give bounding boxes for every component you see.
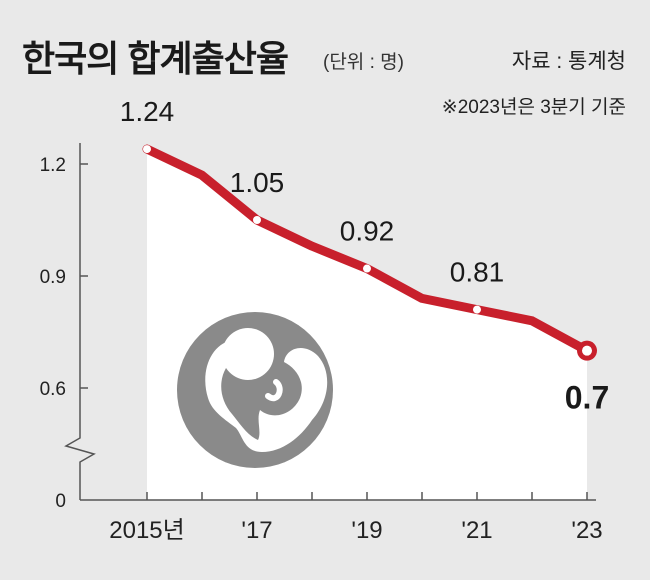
- chart-title: 한국의 합계출산율: [22, 38, 289, 79]
- data-label: 1.05: [230, 167, 285, 198]
- data-point-marker: [473, 305, 481, 314]
- y-tick-label: 0.9: [40, 267, 66, 288]
- source-label: 자료 : 통계청: [511, 50, 626, 73]
- data-point-marker-inner: [582, 345, 592, 356]
- data-label: 0.81: [450, 257, 505, 288]
- y-tick-label: 0: [55, 491, 66, 512]
- x-tick-label: '19: [351, 517, 382, 544]
- y-axis-line: [64, 143, 96, 500]
- data-label: 0.7: [565, 380, 609, 416]
- x-tick-label: '23: [571, 517, 602, 544]
- data-point-marker: [143, 145, 151, 154]
- y-tick-label: 1.2: [40, 155, 66, 176]
- y-tick-label: 0.6: [40, 379, 66, 400]
- unit-label: (단위 : 명): [323, 52, 404, 73]
- footnote: ※2023년은 3분기 기준: [441, 97, 626, 118]
- fetus-icon: [177, 312, 333, 468]
- x-tick-label: '21: [461, 517, 492, 544]
- data-point-marker: [253, 216, 261, 224]
- x-tick-label: 2015년: [109, 517, 184, 544]
- data-label: 0.92: [340, 216, 395, 247]
- data-point-marker: [363, 264, 371, 273]
- data-label: 1.24: [120, 96, 175, 127]
- x-tick-label: '17: [241, 517, 272, 544]
